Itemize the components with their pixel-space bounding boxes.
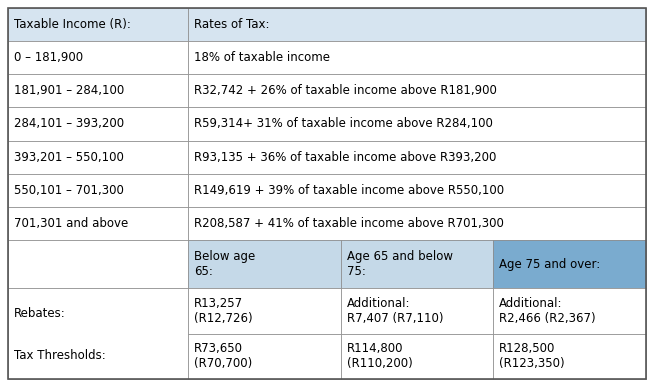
Text: 181,901 – 284,100: 181,901 – 284,100 [14,84,124,97]
Text: 284,101 – 393,200: 284,101 – 393,200 [14,117,124,130]
Text: R149,619 + 39% of taxable income above R550,100: R149,619 + 39% of taxable income above R… [194,184,504,197]
Text: Additional:
R7,407 (R7,110): Additional: R7,407 (R7,110) [347,297,443,325]
Bar [188,174,646,207]
Bar [188,107,646,140]
Text: R114,800
(R110,200): R114,800 (R110,200) [347,342,413,370]
Bar [188,74,646,107]
Text: Additional:
R2,466 (R2,367): Additional: R2,466 (R2,367) [499,297,596,325]
Bar [8,8,188,41]
Bar [8,140,188,174]
Text: R32,742 + 26% of taxable income above R181,900: R32,742 + 26% of taxable income above R1… [194,84,497,97]
Text: Rebates:: Rebates: [14,307,66,320]
Text: Below age
65:: Below age 65: [194,250,255,278]
Bar [341,288,493,334]
Bar [188,140,646,174]
Text: R73,650
(R70,700): R73,650 (R70,700) [194,342,252,370]
Bar [188,8,646,41]
Text: 18% of taxable income: 18% of taxable income [194,51,330,64]
Text: R13,257
(R12,726): R13,257 (R12,726) [194,297,252,325]
Text: 393,201 – 550,100: 393,201 – 550,100 [14,151,124,164]
Bar [8,41,188,74]
Bar [8,288,188,379]
Text: 701,301 and above: 701,301 and above [14,217,128,230]
Bar [188,240,341,288]
Text: Rates of Tax:: Rates of Tax: [194,18,269,31]
Text: Tax Thresholds:: Tax Thresholds: [14,349,106,362]
Bar [341,240,493,288]
Text: R93,135 + 36% of taxable income above R393,200: R93,135 + 36% of taxable income above R3… [194,151,496,164]
Bar [8,240,188,288]
Text: Age 65 and below
75:: Age 65 and below 75: [347,250,453,278]
Bar [188,207,646,240]
Bar [341,334,493,379]
Bar [8,174,188,207]
Text: Taxable Income (R):: Taxable Income (R): [14,18,131,31]
Bar [493,288,646,334]
Text: R128,500
(R123,350): R128,500 (R123,350) [499,342,565,370]
Bar [493,240,646,288]
Text: R59,314+ 31% of taxable income above R284,100: R59,314+ 31% of taxable income above R28… [194,117,493,130]
Text: R208,587 + 41% of taxable income above R701,300: R208,587 + 41% of taxable income above R… [194,217,504,230]
Bar [8,107,188,140]
Bar [8,74,188,107]
Bar [188,334,341,379]
Bar [493,334,646,379]
Bar [8,207,188,240]
Text: Age 75 and over:: Age 75 and over: [499,258,600,271]
Text: 0 – 181,900: 0 – 181,900 [14,51,83,64]
Bar [188,288,341,334]
Text: 550,101 – 701,300: 550,101 – 701,300 [14,184,124,197]
Bar [188,41,646,74]
